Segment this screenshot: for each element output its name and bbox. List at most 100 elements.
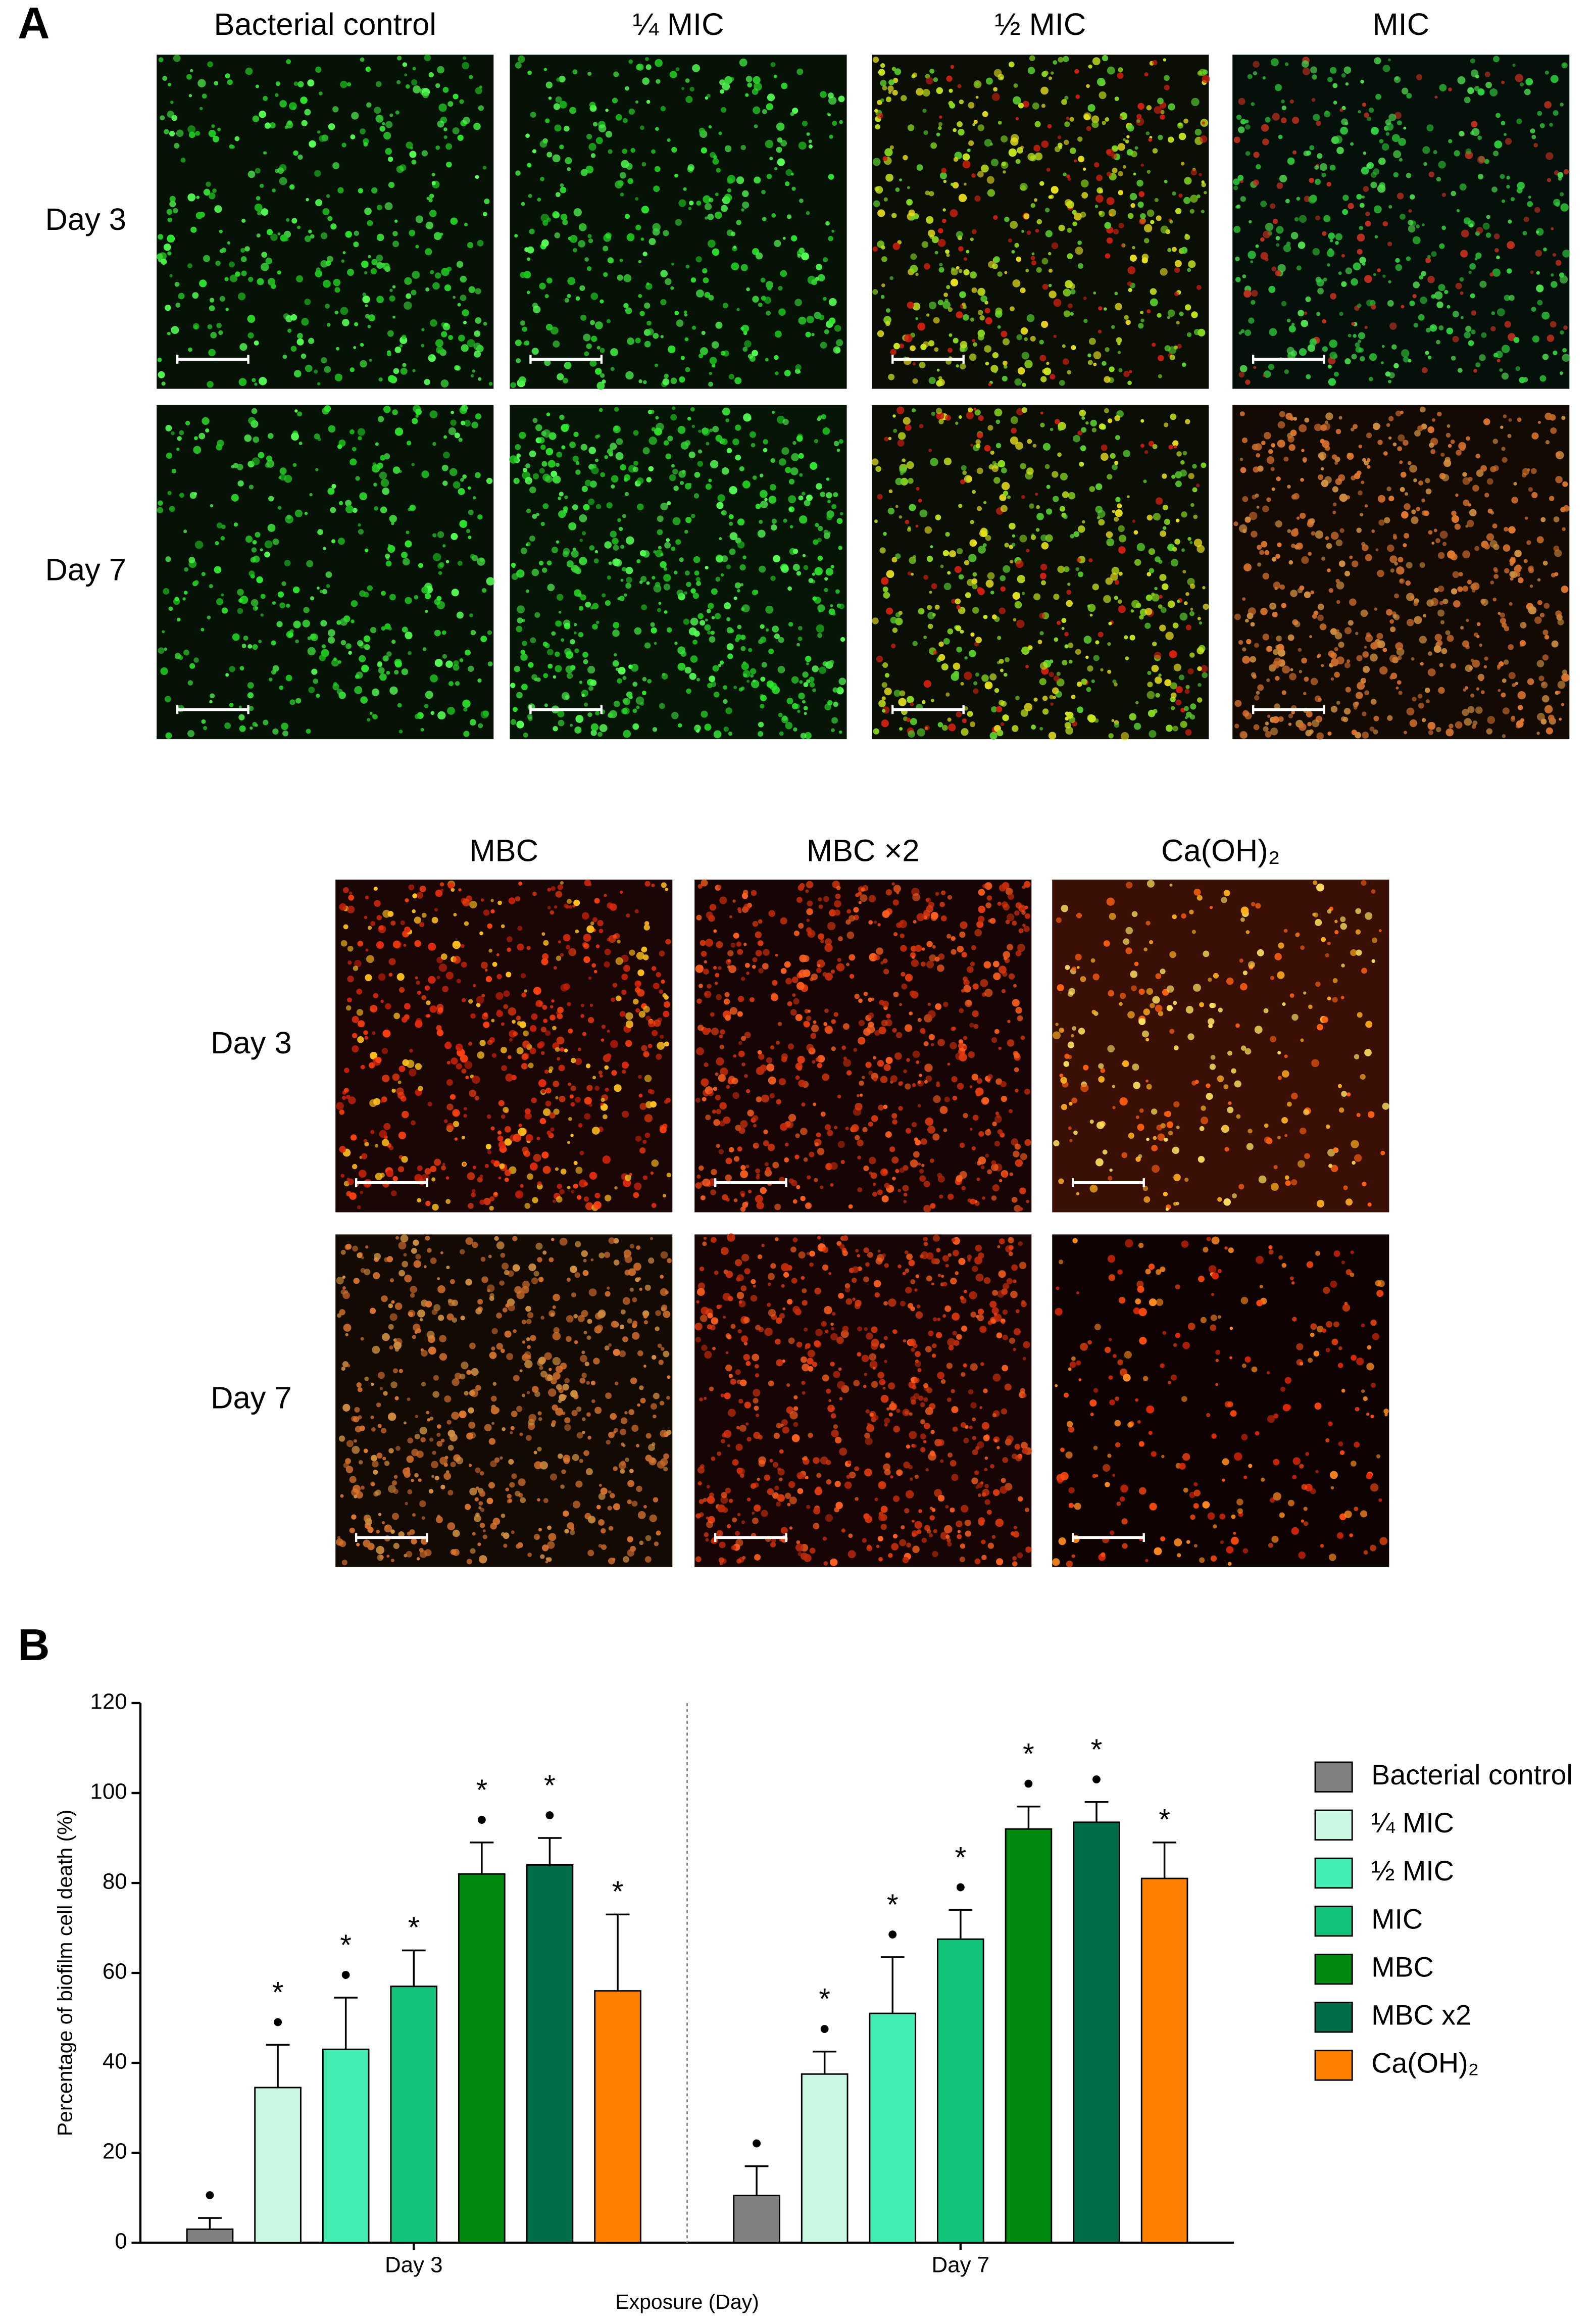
cell xyxy=(1557,172,1564,178)
cell xyxy=(750,674,754,678)
cell xyxy=(1147,682,1153,688)
cell xyxy=(1279,174,1287,183)
cell xyxy=(529,487,536,494)
cell xyxy=(379,1173,385,1178)
cell xyxy=(1127,266,1136,274)
cell xyxy=(1543,247,1547,252)
cell xyxy=(1328,378,1336,386)
cell xyxy=(1502,734,1506,738)
cell xyxy=(653,332,659,339)
cell xyxy=(490,1159,495,1164)
cell xyxy=(305,364,313,372)
cell xyxy=(1411,516,1419,524)
cell xyxy=(183,591,188,595)
cell xyxy=(1253,71,1258,76)
cell xyxy=(317,587,320,590)
cell xyxy=(378,667,385,674)
cell xyxy=(238,293,246,301)
cell xyxy=(993,476,1001,484)
cell xyxy=(943,457,952,465)
cell xyxy=(1291,543,1295,548)
cell xyxy=(1173,663,1181,671)
cell xyxy=(656,79,661,84)
cell xyxy=(1017,367,1025,375)
cell xyxy=(1198,328,1206,337)
cell xyxy=(752,475,757,480)
cell xyxy=(294,409,298,413)
cell xyxy=(367,324,371,328)
cell xyxy=(1396,680,1402,685)
cell xyxy=(501,1022,505,1026)
cell xyxy=(227,79,233,85)
cell xyxy=(1125,139,1129,143)
cell xyxy=(1502,678,1507,683)
cell xyxy=(1476,227,1483,234)
cell xyxy=(619,1011,626,1017)
cell xyxy=(296,338,304,346)
cell xyxy=(671,147,677,153)
cell xyxy=(289,102,297,111)
cell xyxy=(209,305,215,311)
cell xyxy=(1457,76,1466,84)
cell xyxy=(321,357,327,364)
cell xyxy=(551,547,558,553)
cell xyxy=(518,1478,526,1486)
cell xyxy=(1144,608,1153,615)
cell xyxy=(567,167,571,171)
cell xyxy=(1527,678,1534,686)
cell xyxy=(564,362,572,369)
cell xyxy=(1125,125,1129,129)
cell xyxy=(621,160,629,168)
cell xyxy=(684,591,687,595)
cell xyxy=(604,948,611,955)
cell xyxy=(635,224,641,230)
cell xyxy=(555,665,562,672)
cell xyxy=(883,592,890,599)
cell xyxy=(1048,268,1053,273)
cell xyxy=(425,287,430,292)
cell xyxy=(1271,58,1279,67)
cell xyxy=(322,589,328,595)
cell xyxy=(1110,453,1116,459)
cell xyxy=(816,483,822,490)
cell xyxy=(992,352,999,359)
cell xyxy=(561,424,569,432)
cell xyxy=(638,379,642,383)
cell xyxy=(430,711,435,715)
cell xyxy=(552,1305,556,1309)
cell xyxy=(1100,668,1104,672)
cell xyxy=(1503,659,1509,665)
cell xyxy=(350,458,357,466)
cell xyxy=(612,983,618,988)
cell xyxy=(370,627,377,634)
cell xyxy=(1021,592,1025,595)
cell xyxy=(1561,673,1570,682)
cell xyxy=(532,473,539,479)
cell xyxy=(726,617,731,621)
cell xyxy=(590,730,597,736)
cell xyxy=(407,1489,413,1494)
cell xyxy=(642,676,647,682)
cell xyxy=(735,424,741,431)
cell xyxy=(1180,720,1187,728)
cell xyxy=(1426,327,1431,333)
cell xyxy=(1447,635,1454,642)
cell xyxy=(513,1133,521,1142)
cell xyxy=(1322,422,1331,430)
cell xyxy=(398,1066,406,1073)
cell xyxy=(1335,578,1340,584)
cell xyxy=(358,188,364,193)
cell xyxy=(419,1427,427,1435)
cell xyxy=(1069,148,1076,154)
cell xyxy=(1348,203,1354,210)
cell xyxy=(1128,288,1132,293)
cell xyxy=(305,235,311,243)
cell xyxy=(736,634,742,640)
cell xyxy=(1400,471,1407,478)
cell xyxy=(193,446,202,454)
cell xyxy=(1016,256,1022,262)
cell xyxy=(1025,268,1029,273)
cell xyxy=(259,110,266,118)
cell xyxy=(570,723,573,727)
cell xyxy=(1080,179,1089,188)
